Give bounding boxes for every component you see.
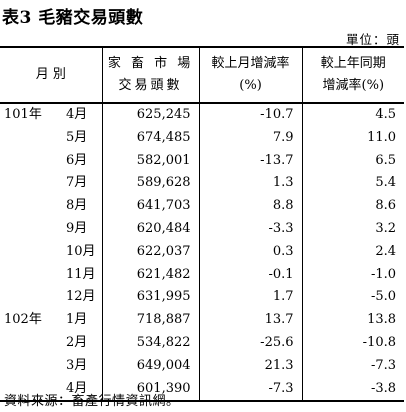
cell-yoy: -10.8: [362, 334, 397, 350]
cell-year: [0, 218, 48, 241]
cell-year: [0, 172, 48, 195]
header-count-line1: 家 畜 市 場: [107, 56, 194, 71]
header-yoy-line2: 增減率(%): [322, 78, 385, 93]
table-row: 4月 601,390 -7.3 -3.8: [0, 377, 405, 403]
cell-count: 622,037: [102, 240, 200, 264]
cell-mom: 1.7: [199, 286, 303, 310]
table-row: 10月 622,037 0.3 2.4: [0, 240, 404, 264]
cell-year: [0, 241, 48, 264]
table-row: 3月 649,004 21.3 -7.3: [0, 354, 404, 378]
cell-count: 641,703: [102, 195, 200, 218]
cell-count: 674,485: [102, 126, 200, 150]
table-row: 2月 534,822 -25.6 -10.8: [0, 331, 404, 355]
cell-month: 10月: [48, 240, 103, 264]
cell-mom: 8.8: [199, 195, 303, 218]
cell-year: [0, 127, 48, 150]
cell-year: 102年: [4, 312, 42, 328]
cell-yoy: -3.8: [302, 377, 405, 403]
cell-year: [0, 264, 48, 287]
cell-mom: 21.3: [199, 354, 303, 378]
header-mom: 較上月增減率 (%): [199, 46, 303, 104]
cell-month: 6月: [48, 149, 103, 173]
table-row: 9月 620,484 -3.3 3.2: [0, 217, 404, 241]
hog-trade-table: 月 別 家 畜 市 場 交易頭數 較上月增減率 (%) 較上年同期 增減率(%)…: [0, 46, 405, 403]
cell-year: [0, 377, 48, 403]
cell-year: 101年: [4, 107, 42, 122]
cell-month: 1月: [48, 309, 103, 332]
cell-mom: -13.7: [199, 149, 303, 173]
cell-count: 649,004: [102, 354, 200, 378]
table-row: 101年 4月 625,245 -10.7 4.5: [0, 103, 404, 127]
header-count-line2: 交易頭數: [118, 78, 183, 93]
cell-mom: -3.3: [199, 217, 303, 241]
cell-yoy: 5.4: [375, 175, 397, 191]
header-row: 月 別 家 畜 市 場 交易頭數 較上月增減率 (%) 較上年同期 增減率(%): [0, 46, 405, 104]
table-row: 5月 674,485 7.9 11.0: [0, 126, 404, 150]
table-row: 102年 1月 718,887 13.7 13.8: [0, 309, 404, 332]
cell-count: 601,390: [102, 377, 200, 403]
cell-yoy: 13.8: [367, 312, 397, 328]
cell-year: [0, 355, 48, 378]
cell-year: [0, 195, 48, 218]
unit-label: 單位：頭: [345, 32, 400, 47]
cell-yoy: 4.5: [375, 107, 397, 122]
cell-count: 621,482: [102, 263, 200, 287]
cell-count: 534,822: [102, 331, 200, 355]
cell-yoy: -5.0: [370, 289, 397, 305]
cell-count: 582,001: [102, 149, 200, 173]
cell-yoy: -7.3: [370, 357, 397, 373]
header-mom-line1: 較上月增減率: [211, 56, 290, 71]
cell-month: 2月: [48, 331, 103, 355]
cell-count: 620,484: [102, 217, 200, 241]
table-row: 7月 589,628 1.3 5.4: [0, 172, 404, 196]
table-row: 12月 631,995 1.7 -5.0: [0, 286, 404, 310]
source-footnote: 資料來源：畜產行情資訊網。: [4, 394, 180, 409]
cell-mom: 13.7: [199, 309, 303, 332]
table-row: 11月 621,482 -0.1 -1.0: [0, 263, 404, 287]
cell-year: [0, 286, 48, 309]
header-yoy-line1: 較上年同期: [320, 56, 386, 71]
cell-count: 718,887: [102, 309, 200, 332]
cell-yoy: 3.2: [375, 220, 397, 236]
table-row: 6月 582,001 -13.7 6.5: [0, 149, 404, 173]
cell-count: 631,995: [102, 286, 200, 310]
cell-mom: 0.3: [199, 240, 303, 264]
header-yoy: 較上年同期 增減率(%): [302, 46, 405, 104]
cell-mom: -10.7: [199, 103, 303, 127]
cell-yoy: 11.0: [367, 129, 397, 145]
header-month: 月 別: [0, 46, 103, 104]
cell-yoy: 6.5: [375, 152, 397, 168]
cell-mom: 1.3: [199, 172, 303, 196]
cell-yoy: 8.6: [375, 198, 397, 214]
cell-month: 8月: [48, 195, 103, 218]
cell-month: 9月: [48, 217, 103, 241]
cell-month: 12月: [48, 286, 103, 310]
table-title: 表3 毛豬交易頭數: [2, 8, 144, 28]
cell-mom: 7.9: [199, 126, 303, 150]
header-count: 家 畜 市 場 交易頭數: [102, 46, 200, 104]
table-body: 101年 4月 625,245 -10.7 4.5 5月 674,485 7.9 11.0 6月 5…: [0, 103, 405, 403]
cell-count: 625,245: [102, 103, 200, 127]
cell-count: 589,628: [102, 172, 200, 196]
cell-year: [0, 150, 48, 173]
cell-mom: -7.3: [199, 377, 303, 403]
table-row: 8月 641,703 8.8 8.6: [0, 195, 404, 218]
cell-month: 4月: [48, 103, 103, 127]
header-month-label: 月 別: [35, 67, 66, 82]
cell-month: 4月: [48, 377, 103, 403]
cell-yoy: 2.4: [375, 243, 397, 259]
header-mom-line2: (%): [239, 78, 262, 93]
cell-month: 3月: [48, 354, 103, 378]
cell-year: [0, 332, 48, 355]
cell-month: 11月: [48, 263, 103, 287]
cell-month: 7月: [48, 172, 103, 196]
cell-month: 5月: [48, 126, 103, 150]
cell-mom: -25.6: [199, 331, 303, 355]
cell-yoy: -1.0: [370, 266, 397, 282]
cell-mom: -0.1: [199, 263, 303, 287]
